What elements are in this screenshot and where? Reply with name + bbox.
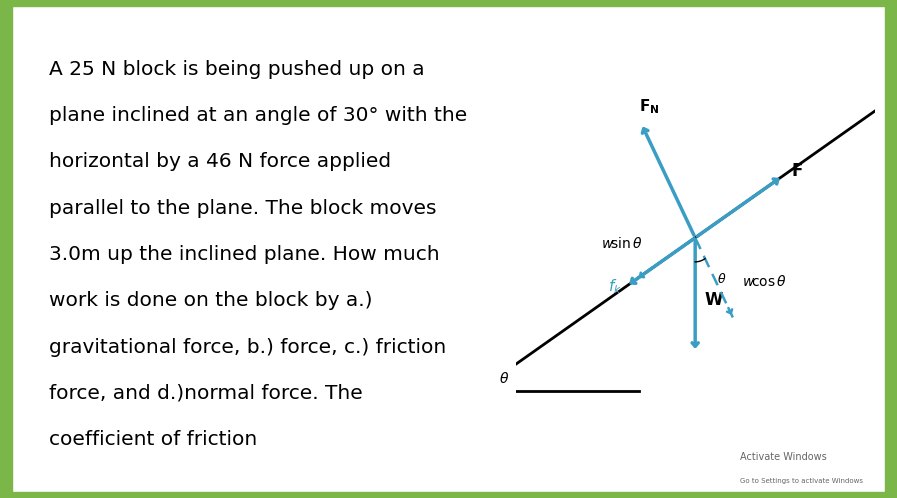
Text: Go to Settings to activate Windows: Go to Settings to activate Windows bbox=[740, 478, 863, 484]
Text: parallel to the plane. The block moves: parallel to the plane. The block moves bbox=[49, 199, 437, 218]
Text: work is done on the block by a.): work is done on the block by a.) bbox=[49, 291, 373, 310]
Bar bbox=[0, 0, 12, 498]
Text: $w\!\sin\theta$: $w\!\sin\theta$ bbox=[601, 236, 642, 251]
Text: $f_k$: $f_k$ bbox=[607, 277, 622, 296]
Text: $\theta$: $\theta$ bbox=[500, 371, 509, 386]
Bar bbox=[885, 0, 897, 498]
Text: plane inclined at an angle of 30° with the: plane inclined at an angle of 30° with t… bbox=[49, 106, 467, 125]
Text: horizontal by a 46 N force applied: horizontal by a 46 N force applied bbox=[49, 152, 391, 171]
Text: 3.0m up the inclined plane. How much: 3.0m up the inclined plane. How much bbox=[49, 245, 440, 264]
Text: force, and d.)normal force. The: force, and d.)normal force. The bbox=[49, 384, 363, 403]
Text: $\theta$: $\theta$ bbox=[717, 272, 726, 286]
Text: $\mathbf{W}$: $\mathbf{W}$ bbox=[704, 291, 724, 309]
Text: $w\!\cos\theta$: $w\!\cos\theta$ bbox=[742, 273, 787, 288]
Text: $\mathbf{F}$: $\mathbf{F}$ bbox=[791, 162, 803, 180]
Text: gravitational force, b.) force, c.) friction: gravitational force, b.) force, c.) fric… bbox=[49, 338, 447, 357]
Text: Activate Windows: Activate Windows bbox=[740, 452, 827, 462]
Bar bbox=[0, 0, 897, 6]
Text: A 25 N block is being pushed up on a: A 25 N block is being pushed up on a bbox=[49, 60, 425, 79]
Bar bbox=[0, 492, 897, 498]
Text: coefficient of friction: coefficient of friction bbox=[49, 430, 264, 449]
Text: $\mathbf{F_N}$: $\mathbf{F_N}$ bbox=[639, 97, 659, 116]
